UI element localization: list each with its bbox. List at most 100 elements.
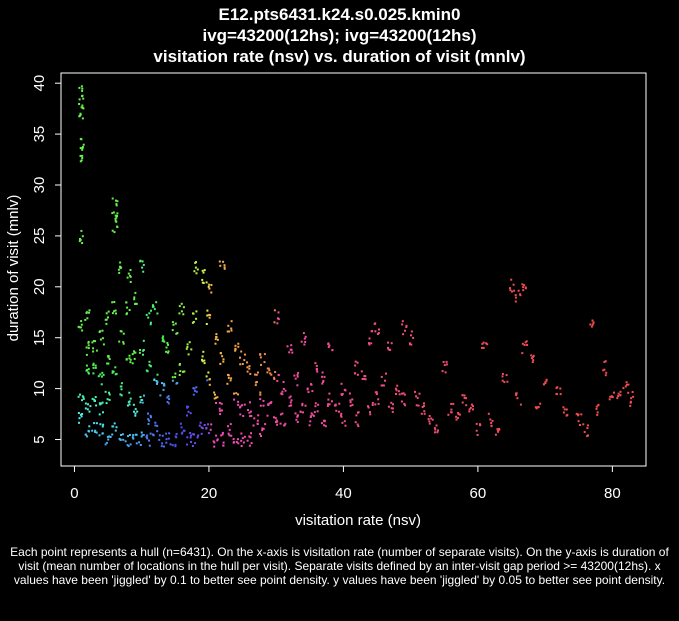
data-point bbox=[522, 286, 525, 289]
data-point bbox=[403, 393, 406, 396]
data-point bbox=[179, 370, 182, 373]
data-point bbox=[133, 351, 136, 354]
data-point bbox=[111, 433, 114, 436]
data-point bbox=[234, 349, 237, 352]
data-point bbox=[140, 435, 143, 438]
data-point bbox=[77, 412, 80, 414]
data-point bbox=[81, 157, 84, 159]
data-point bbox=[302, 411, 304, 414]
data-point bbox=[282, 381, 285, 383]
data-point bbox=[237, 345, 240, 348]
data-point bbox=[604, 360, 607, 363]
data-point bbox=[605, 371, 608, 374]
data-point bbox=[105, 441, 108, 444]
data-point bbox=[165, 438, 168, 441]
data-point bbox=[228, 330, 230, 333]
data-point bbox=[587, 424, 589, 427]
data-point bbox=[369, 413, 372, 416]
data-point bbox=[146, 434, 149, 437]
data-point bbox=[82, 107, 85, 110]
data-point bbox=[230, 327, 233, 330]
data-point bbox=[375, 393, 378, 395]
data-point bbox=[134, 408, 137, 411]
data-point bbox=[277, 373, 280, 376]
data-point bbox=[293, 374, 296, 377]
data-point bbox=[237, 442, 240, 445]
data-point bbox=[356, 373, 359, 376]
data-point bbox=[254, 373, 256, 376]
data-point bbox=[461, 394, 464, 397]
data-point bbox=[113, 301, 116, 303]
data-point bbox=[163, 340, 166, 343]
data-point bbox=[455, 418, 458, 421]
data-point bbox=[129, 361, 132, 364]
data-point bbox=[248, 411, 251, 414]
data-point bbox=[133, 298, 136, 301]
data-point bbox=[357, 425, 360, 428]
data-point bbox=[491, 419, 494, 422]
data-point bbox=[239, 363, 242, 366]
data-point bbox=[247, 409, 249, 411]
data-point bbox=[455, 415, 458, 418]
data-point bbox=[222, 444, 225, 447]
data-point bbox=[182, 370, 184, 373]
data-point bbox=[118, 340, 121, 343]
data-point bbox=[230, 377, 233, 380]
data-point bbox=[167, 350, 170, 353]
data-point bbox=[482, 341, 485, 344]
data-point bbox=[354, 421, 357, 424]
data-point bbox=[185, 347, 188, 350]
data-point bbox=[327, 342, 330, 345]
data-point bbox=[135, 302, 138, 305]
data-point bbox=[128, 403, 131, 406]
data-point bbox=[209, 428, 212, 431]
title-line-2: ivg=43200(12hs); ivg=43200(12hs) bbox=[202, 26, 477, 45]
data-point bbox=[423, 410, 426, 413]
data-point bbox=[206, 314, 209, 317]
data-point bbox=[88, 425, 91, 428]
data-point bbox=[87, 371, 90, 374]
data-point bbox=[94, 366, 97, 369]
data-point bbox=[511, 290, 513, 293]
data-point bbox=[490, 425, 493, 428]
data-point bbox=[120, 394, 123, 397]
data-point bbox=[340, 415, 343, 418]
data-point bbox=[542, 383, 545, 386]
data-point bbox=[401, 323, 404, 326]
data-point bbox=[627, 383, 630, 386]
data-point bbox=[79, 413, 82, 416]
data-point bbox=[81, 104, 84, 107]
data-point bbox=[156, 382, 158, 385]
data-point bbox=[341, 421, 344, 424]
data-point bbox=[101, 425, 104, 428]
data-point bbox=[92, 347, 95, 350]
data-point bbox=[402, 333, 405, 336]
data-point bbox=[222, 441, 225, 444]
data-point bbox=[539, 402, 542, 405]
data-point bbox=[267, 404, 270, 406]
data-point bbox=[531, 361, 534, 364]
data-point bbox=[201, 360, 204, 363]
data-point bbox=[388, 348, 391, 351]
data-point bbox=[101, 401, 104, 404]
data-point bbox=[269, 401, 272, 404]
data-point bbox=[320, 422, 323, 425]
data-point bbox=[147, 412, 149, 415]
data-point bbox=[415, 395, 418, 398]
data-point bbox=[86, 408, 89, 411]
data-point bbox=[374, 403, 377, 406]
data-point bbox=[311, 413, 314, 416]
data-point bbox=[119, 393, 122, 396]
data-point bbox=[340, 382, 343, 385]
data-point bbox=[309, 420, 312, 423]
data-point bbox=[178, 363, 181, 365]
data-point bbox=[340, 414, 342, 417]
data-point bbox=[106, 398, 109, 401]
data-point bbox=[243, 403, 246, 406]
data-point bbox=[223, 266, 226, 269]
data-point bbox=[208, 378, 211, 381]
data-point bbox=[129, 281, 132, 283]
data-point bbox=[88, 309, 91, 312]
data-point bbox=[195, 261, 197, 264]
data-point bbox=[113, 231, 116, 234]
